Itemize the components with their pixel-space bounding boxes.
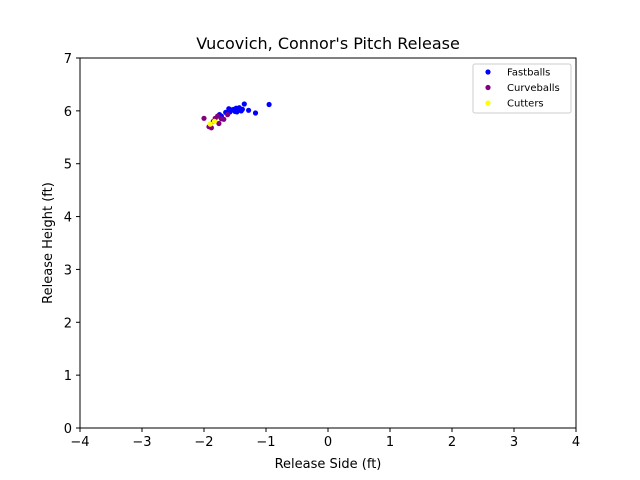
legend-label: Fastballs	[507, 68, 550, 79]
data-point	[266, 101, 272, 108]
data-point	[211, 118, 218, 124]
data-point	[201, 115, 207, 121]
y-tick-label: 3	[64, 263, 72, 278]
data-point	[216, 120, 222, 127]
legend-marker	[485, 69, 491, 75]
series-fastballs	[216, 101, 272, 119]
x-axis: −4 −3 −2 −1 0 1 2 3 4	[70, 428, 580, 450]
data-point	[207, 121, 213, 127]
y-tick-label: 1	[64, 369, 72, 384]
legend-marker	[485, 84, 491, 91]
x-axis-label: Release Side (ft)	[275, 457, 382, 472]
y-tick-label: 5	[64, 158, 72, 173]
x-tick-label: −4	[70, 435, 89, 450]
x-tick-label: 3	[510, 435, 518, 450]
data-point	[239, 106, 245, 112]
data-point	[225, 112, 231, 118]
y-tick-label: 2	[64, 316, 72, 331]
x-tick-label: 1	[386, 435, 394, 450]
data-point	[252, 110, 259, 116]
data-point	[229, 107, 235, 113]
data-point	[246, 107, 252, 113]
x-tick-label: −1	[256, 435, 275, 450]
y-axis: 0 1 2 3 4 5 6 7	[64, 52, 80, 437]
data-point	[234, 109, 240, 115]
y-tick-label: 7	[64, 52, 72, 67]
y-axis-label: Release Height (ft)	[41, 182, 56, 304]
data-point	[241, 101, 247, 107]
chart-title: Vucovich, Connor's Pitch Release	[196, 34, 460, 53]
y-tick-label: 4	[64, 211, 72, 226]
x-tick-label: −3	[132, 435, 151, 450]
x-tick-label: 0	[324, 435, 332, 450]
series-cutters	[207, 118, 218, 127]
points-layer	[201, 101, 272, 131]
data-point	[221, 116, 227, 122]
plot-area	[79, 57, 577, 429]
legend-label: Cutters	[507, 99, 544, 110]
x-tick-label: 2	[448, 435, 456, 450]
legend: Fastballs Curveballs Cutters	[472, 63, 572, 114]
legend-box	[472, 63, 572, 114]
y-tick-label: 0	[64, 422, 72, 437]
legend-marker	[485, 100, 491, 106]
x-tick-label: −2	[194, 435, 213, 450]
data-point	[215, 113, 221, 119]
y-tick-label: 6	[64, 105, 72, 120]
plot-frame	[79, 57, 577, 429]
x-tick-label: 4	[572, 435, 580, 450]
legend-label: Curveballs	[507, 83, 560, 94]
